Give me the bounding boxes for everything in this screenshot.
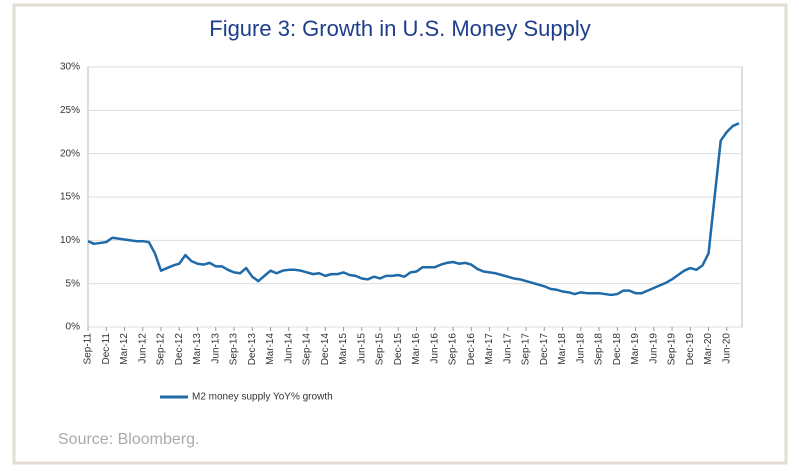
x-tick-label: Mar-13: [192, 333, 203, 365]
x-tick-label: Dec-12: [174, 333, 185, 366]
x-tick-label: Jun-17: [502, 333, 513, 364]
x-tick-label: Sep-15: [375, 333, 386, 366]
x-tick-label: Sep-16: [448, 333, 459, 366]
x-tick-label: Dec-14: [320, 333, 331, 366]
source-note: Source: Bloomberg.: [58, 431, 199, 448]
x-tick-label: Mar-17: [484, 333, 495, 365]
x-tick-label: Sep-18: [594, 333, 605, 366]
x-tick-label: Sep-11: [83, 333, 94, 365]
x-tick-label: Mar-19: [630, 333, 641, 365]
x-tick-label: Jun-18: [575, 333, 586, 364]
x-tick-label: Dec-15: [393, 333, 404, 366]
x-tick-label: Sep-13: [229, 333, 240, 366]
x-tick-label: Sep-14: [302, 333, 313, 366]
chart-title: Figure 3: Growth in U.S. Money Supply: [209, 16, 591, 41]
x-tick-label: Jun-16: [429, 333, 440, 364]
x-tick-label: Mar-15: [338, 333, 349, 365]
x-tick-label: Dec-19: [685, 333, 696, 366]
legend-label: M2 money supply YoY% growth: [192, 392, 333, 403]
x-tick-label: Jun-14: [283, 333, 294, 364]
y-tick-label: 0%: [66, 322, 81, 333]
x-tick-label: Dec-18: [612, 333, 623, 366]
y-tick-label: 10%: [60, 235, 80, 246]
x-tick-label: Sep-19: [667, 333, 678, 366]
y-tick-label: 20%: [60, 148, 80, 159]
line-series: [87, 122, 740, 297]
y-tick-label: 15%: [60, 192, 80, 203]
x-tick-label: Mar-18: [557, 333, 568, 365]
x-tick-label: Dec-13: [247, 333, 258, 366]
y-tick-label: 25%: [60, 105, 80, 116]
x-tick-label: Dec-17: [539, 333, 550, 366]
x-tick-label: Jun-15: [356, 333, 367, 364]
x-tick-label: Jun-19: [648, 333, 659, 364]
x-tick-label: Jun-13: [210, 333, 221, 364]
x-tick-label: Dec-16: [466, 333, 477, 366]
frame: [12, 3, 788, 465]
y-tick-label: 30%: [60, 62, 80, 73]
x-tick-label: Mar-16: [411, 333, 422, 365]
x-tick-label: Sep-12: [156, 333, 167, 366]
x-tick-label: Jun-20: [721, 333, 732, 364]
y-tick-label: 5%: [66, 278, 81, 289]
x-tick-label: Sep-17: [521, 333, 532, 366]
x-tick-label: Mar-12: [119, 333, 130, 365]
x-tick-label: Mar-20: [703, 333, 714, 365]
x-tick-label: Mar-14: [265, 333, 276, 365]
x-tick-label: Jun-12: [137, 333, 148, 364]
x-tick-label: Dec-11: [101, 333, 112, 365]
